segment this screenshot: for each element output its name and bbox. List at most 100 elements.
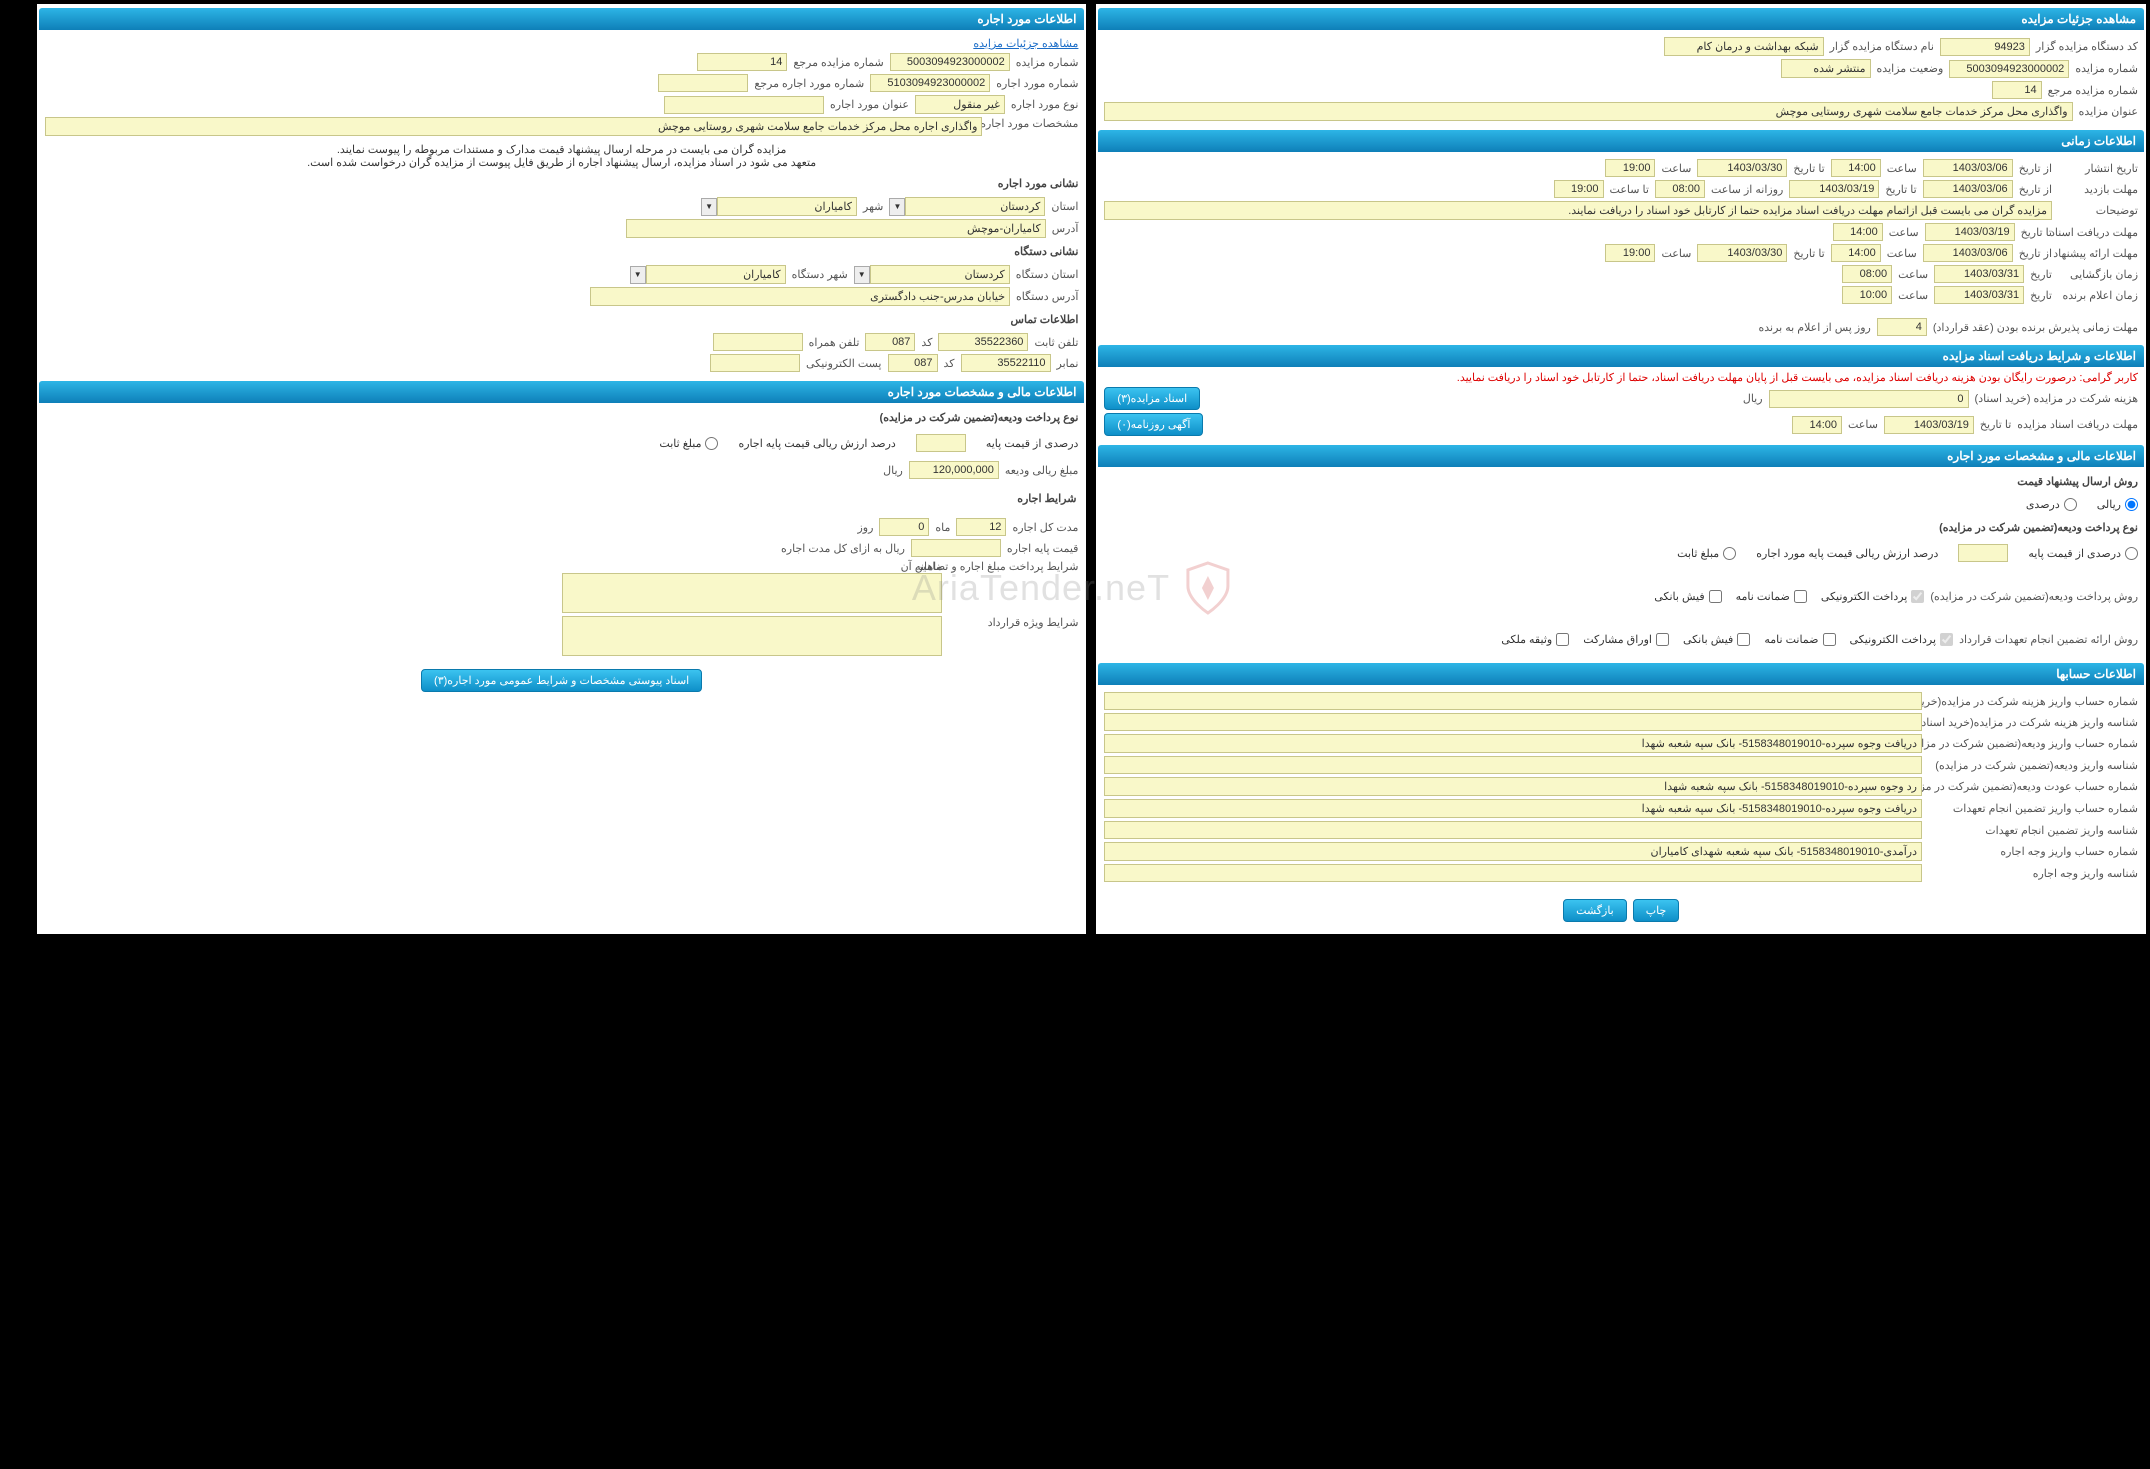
doc-to-field: 1403/03/19 — [1925, 223, 2015, 241]
time-label-3: ساعت — [1889, 226, 1919, 239]
doc-to2-field: 1403/03/19 — [1884, 416, 1974, 434]
cb-electronic2[interactable]: پرداخت الکترونیکی — [1850, 633, 1954, 646]
base-price-unit: ریال به ازای کل مدت اجاره — [781, 542, 905, 555]
cb-electronic-input[interactable] — [1911, 590, 1924, 603]
rent-ref-field — [658, 74, 748, 92]
section-rent-info: اطلاعات مورد اجاره — [39, 8, 1085, 30]
publish-time2-field: 19:00 — [1605, 159, 1655, 177]
mobile-label: تلفن همراه — [809, 336, 860, 349]
cb-guarantee2[interactable]: ضمانت نامه — [1764, 633, 1835, 646]
fax-field: 35522110 — [961, 354, 1051, 372]
chevron-down-icon-2[interactable]: ▼ — [701, 198, 717, 216]
org-code-field: 94923 — [1940, 38, 2030, 56]
announce-label: زمان اعلام برنده — [2058, 289, 2138, 302]
offer-time2-field: 19:00 — [1605, 244, 1655, 262]
cb-electronic2-input[interactable] — [1940, 633, 1953, 646]
winner-deadline-label: مهلت زمانی پذیرش برنده بودن (عقد قرارداد… — [1933, 321, 2138, 334]
time-label-8: ساعت — [1848, 418, 1878, 431]
section-doc-terms: اطلاعات و شرایط دریافت اسناد مزایده — [1098, 345, 2144, 367]
time-label-7: ساعت — [1898, 289, 1928, 302]
radio-base2[interactable]: درصدی از قیمت پایه — [986, 434, 1079, 452]
email-field — [710, 354, 800, 372]
chevron-down-icon-3[interactable]: ▼ — [854, 266, 870, 284]
chevron-down-icon-4[interactable]: ▼ — [630, 266, 646, 284]
pay-terms-label: شرایط پرداخت مبلغ اجاره و تضامین آن — [948, 560, 1078, 573]
doc-deadline2-label: مهلت دریافت اسناد مزایده — [2017, 418, 2138, 431]
radio-base-input[interactable] — [2125, 547, 2138, 560]
device-city-label: شهر دستگاه — [792, 268, 848, 281]
radio-rent2[interactable]: درصد ارزش ریالی قیمت پایه اجاره — [738, 434, 895, 452]
radio-fixed[interactable]: مبلغ ثابت — [1677, 544, 1736, 562]
device-city-select[interactable]: کامیاران ▼ — [630, 265, 786, 284]
cb-guarantee-input[interactable] — [1794, 590, 1807, 603]
radio-rial[interactable]: ریالی — [2097, 498, 2138, 511]
to-date-label-4: تا تاریخ — [1793, 247, 1824, 260]
ref-no-label-2: شماره مزایده مرجع — [793, 56, 883, 69]
city-select[interactable]: کامیاران ▼ — [701, 197, 857, 216]
cb-guarantee[interactable]: ضمانت نامه — [1736, 590, 1807, 603]
rent-no-label: شماره مورد اجاره — [996, 77, 1078, 90]
cb-bank-receipt2-input[interactable] — [1737, 633, 1750, 646]
acc1-field — [1104, 692, 1922, 710]
daily-from-label: روزانه از ساعت — [1711, 183, 1783, 196]
acc7-label: شناسه واریز تضمین انجام تعهدات — [1928, 824, 2138, 837]
acc2-field — [1104, 713, 1922, 731]
acc5-label: شماره حساب عودت ودیعه(تضمین شرکت در مزای… — [1928, 780, 2138, 793]
visit-from-field: 1403/03/06 — [1923, 180, 2013, 198]
radio-fixed-input[interactable] — [1723, 547, 1736, 560]
rent-type-field: غیر منقول — [915, 95, 1005, 114]
cb-pledge-input[interactable] — [1556, 633, 1569, 646]
title-label: عنوان مزایده — [2079, 105, 2138, 118]
cb-bank-receipt[interactable]: فیش بانکی — [1654, 590, 1721, 603]
base-price-field — [911, 539, 1001, 557]
details-link[interactable]: مشاهده جزئیات مزایده — [973, 37, 1078, 50]
cb-bank-receipt2[interactable]: فیش بانکی — [1683, 633, 1750, 646]
print-button[interactable]: چاپ — [1633, 899, 1680, 922]
auction-docs-button[interactable]: اسناد مزایده(۳) — [1104, 387, 1200, 410]
deposit-amount-field: 120,000,000 — [909, 461, 999, 479]
attachments-button[interactable]: اسناد پیوستی مشخصات و شرایط عمومی مورد ا… — [421, 669, 702, 692]
rial-label-2: ریال — [883, 464, 903, 477]
acc1-label: شماره حساب واریز هزینه شرکت در مزایده(خر… — [1928, 695, 2138, 708]
pay-terms-textarea[interactable] — [562, 573, 942, 613]
spec-line2: متعهد می شود در اسناد مزایده، ارسال پیشن… — [45, 156, 1079, 169]
code-label: کد — [921, 336, 932, 349]
publish-label: تاریخ انتشار — [2058, 162, 2138, 175]
open-time-field: 08:00 — [1842, 265, 1892, 283]
radio-fixed2-input[interactable] — [705, 437, 718, 450]
day-label: روز — [857, 521, 873, 534]
cb-bonds-input[interactable] — [1656, 633, 1669, 646]
rent-info-panel: اطلاعات مورد اجاره مشاهده جزئیات مزایده … — [37, 4, 1087, 934]
cb-electronic[interactable]: پرداخت الکترونیکی — [1821, 590, 1925, 603]
rent-title-label: عنوان مورد اجاره — [830, 98, 909, 111]
visit-t1-field: 08:00 — [1655, 180, 1705, 198]
publish-time1-field: 14:00 — [1831, 159, 1881, 177]
radio-fixed2[interactable]: مبلغ ثابت — [659, 434, 718, 452]
date-label-open: تاریخ — [2030, 268, 2052, 281]
acc9-field — [1104, 864, 1922, 882]
acc8-field: درآمدی-5158348019010- بانک سپه شعبه شهدا… — [1104, 842, 1922, 861]
section-finance: اطلاعات مالی و مشخصات مورد اجاره — [1098, 445, 2144, 467]
time-label-4: ساعت — [1887, 247, 1917, 260]
rent-title-field-empty — [664, 96, 824, 114]
radio-percent[interactable]: درصدی — [2026, 498, 2077, 511]
acc7-field — [1104, 821, 1922, 839]
cb-bonds[interactable]: اوراق مشارکت — [1583, 633, 1669, 646]
radio-percent-input[interactable] — [2064, 498, 2077, 511]
special-terms-textarea[interactable] — [562, 616, 942, 656]
radio-base-percent[interactable]: درصدی از قیمت پایه — [2028, 544, 2138, 562]
radio-rial-input[interactable] — [2125, 498, 2138, 511]
cb-pledge[interactable]: وثیقه ملکی — [1501, 633, 1569, 646]
province-select[interactable]: کردستان ▼ — [889, 197, 1045, 216]
phone-field: 35522360 — [938, 333, 1028, 351]
contact-label: اطلاعات تماس — [45, 309, 1079, 330]
radio-rent-percent[interactable]: درصد ارزش ریالی قیمت پایه مورد اجاره — [1756, 544, 1938, 562]
chevron-down-icon[interactable]: ▼ — [889, 198, 905, 216]
month-label: ماه — [935, 521, 950, 534]
fax-code-field: 087 — [888, 354, 938, 372]
back-button[interactable]: بازگشت — [1563, 899, 1627, 922]
cb-bank-receipt-input[interactable] — [1709, 590, 1722, 603]
cb-guarantee2-input[interactable] — [1823, 633, 1836, 646]
newspaper-button[interactable]: آگهی روزنامه(۰) — [1104, 413, 1203, 436]
device-province-select[interactable]: کردستان ▼ — [854, 265, 1010, 284]
